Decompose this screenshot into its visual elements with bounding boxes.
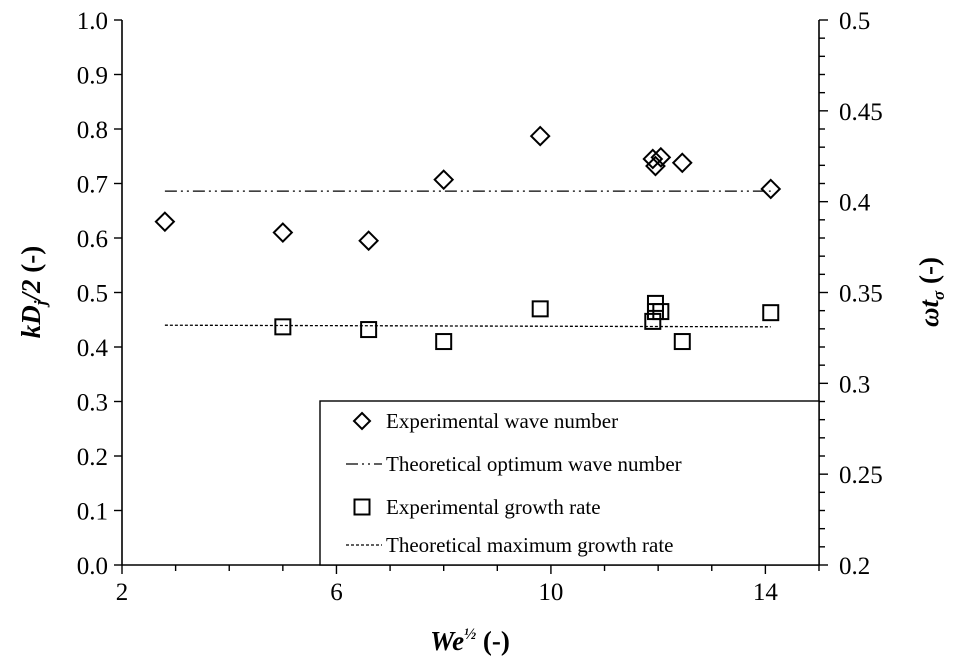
y-left-tick-label: 0.6 xyxy=(77,226,108,253)
legend-label: Theoretical maximum growth rate xyxy=(386,533,673,557)
y-left-tick-label: 1.0 xyxy=(77,8,108,35)
y-right-tick-label: 0.2 xyxy=(839,553,870,580)
x-tick-label: 10 xyxy=(538,579,563,606)
y-left-tick-label: 0.9 xyxy=(77,63,108,90)
left-y-axis-title-rest: /2 xyxy=(16,279,46,302)
data-point-diamond xyxy=(358,230,380,252)
x-axis-title: We½ (-) xyxy=(430,626,510,656)
legend-symbol-diamond xyxy=(352,411,372,431)
y-right-tick-label: 0.25 xyxy=(839,462,883,489)
y-left-tick-label: 0.1 xyxy=(77,499,108,526)
y-right-tick-label: 0.35 xyxy=(839,281,883,308)
right-y-axis-title-main: ωt xyxy=(914,298,944,327)
data-point-diamond xyxy=(154,211,176,233)
y-left-tick-label: 0.8 xyxy=(77,117,108,144)
left-y-axis-title-sub: j xyxy=(31,300,50,308)
data-point-diamond xyxy=(642,148,664,170)
y-left-tick-label: 0.4 xyxy=(77,335,109,362)
legend: Experimental wave number Theoretical opti… xyxy=(319,400,820,566)
x-tick-label: 6 xyxy=(330,579,343,606)
y-right-tick-label: 0.4 xyxy=(839,190,871,217)
data-point-diamond xyxy=(671,152,693,174)
data-point-square xyxy=(435,333,453,351)
data-point-diamond xyxy=(650,146,672,168)
y-left-tick-label: 0.7 xyxy=(77,172,108,199)
right-y-axis-title: ωtσ (-) xyxy=(914,257,948,327)
legend-items: Experimental wave number Theoretical opti… xyxy=(346,409,682,557)
x-axis-title-main: We xyxy=(430,626,464,656)
y-left-tick-label: 0.3 xyxy=(77,390,108,417)
x-axis-title-unit: (-) xyxy=(476,626,510,656)
data-point-diamond xyxy=(760,178,782,200)
data-point-square xyxy=(652,303,670,321)
legend-label: Experimental growth rate xyxy=(386,495,601,519)
data-point-diamond xyxy=(645,155,666,177)
y-right-tick-label: 0.45 xyxy=(839,99,883,126)
left-y-axis-title-unit: (-) xyxy=(16,246,46,280)
x-tick-label: 14 xyxy=(753,579,779,606)
data-point-diamond xyxy=(433,169,455,191)
y-right-tick-label: 0.3 xyxy=(839,371,870,398)
data-point-diamond xyxy=(529,125,551,147)
left-y-axis-title-main: kD xyxy=(16,305,46,338)
tick-labels: 2 6 10 14 0.0 0.1 0.2 0.3 0.4 0.5 0.6 0.7 0.8 0.9 1.0 0… xyxy=(77,8,883,606)
tick-marks xyxy=(114,19,828,574)
data-point-square xyxy=(673,333,691,351)
right-y-axis-title-sub: σ xyxy=(929,290,948,300)
legend-label: Theoretical optimum wave number xyxy=(386,452,682,476)
y-left-tick-label: 0.2 xyxy=(77,444,108,471)
data-point-square xyxy=(531,300,549,318)
series-line xyxy=(164,324,771,328)
left-y-axis-title: kDj/2 (-) xyxy=(16,246,50,338)
data-point-diamond xyxy=(272,222,294,243)
x-axis-title-sup: ½ xyxy=(464,626,476,643)
data-point-square xyxy=(274,318,292,336)
y-left-tick-label: 0.5 xyxy=(77,281,108,308)
right-y-axis-title-unit: (-) xyxy=(914,257,944,291)
y-left-tick-label: 0.0 xyxy=(77,553,108,580)
legend-box xyxy=(319,400,820,566)
legend-label: Experimental wave number xyxy=(386,409,618,433)
x-tick-label: 2 xyxy=(116,579,129,606)
series-layer xyxy=(154,125,782,351)
y-right-tick-label: 0.5 xyxy=(839,8,870,35)
data-point-square xyxy=(360,321,378,339)
data-point-square xyxy=(762,304,780,322)
legend-symbol-square xyxy=(353,498,371,516)
